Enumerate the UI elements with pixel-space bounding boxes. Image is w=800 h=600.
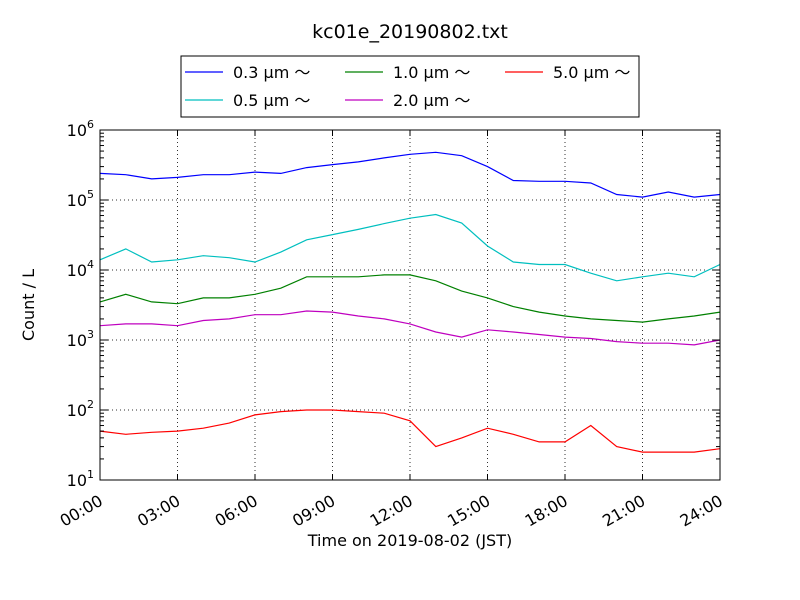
series-line <box>99 274 721 323</box>
series-line <box>99 151 721 198</box>
legend-label: 1.0 μm ～ <box>393 63 470 82</box>
x-axis-label: Time on 2019-08-02 (JST) <box>307 531 512 550</box>
grid-lines <box>100 130 720 480</box>
y-tick-label: 104 <box>67 258 94 280</box>
x-tick-label: 15:00 <box>444 491 493 531</box>
x-tick-label: 06:00 <box>212 491 261 531</box>
y-tick-labels: 101 102 103 104 105 106 <box>67 118 94 490</box>
legend-label: 0.3 μm ～ <box>233 63 310 82</box>
legend: 0.3 μm ～ 0.5 μm ～ 1.0 μm ～ 2.0 μm ～ 5.0 μm ～ <box>180 55 640 118</box>
y-tick-label: 102 <box>67 398 94 420</box>
x-tick-label: 21:00 <box>599 491 648 531</box>
x-tick-label: 03:00 <box>134 491 183 531</box>
chart-title: kc01e_20190802.txt <box>312 21 508 43</box>
legend-label: 0.5 μm ～ <box>233 91 310 110</box>
series-line <box>99 409 721 453</box>
series-group <box>99 151 721 453</box>
x-tick-label: 12:00 <box>367 491 416 531</box>
legend-label: 2.0 μm ～ <box>393 91 470 110</box>
y-tick-label: 103 <box>67 328 94 350</box>
series-line <box>99 310 721 346</box>
y-tick-label: 105 <box>67 188 94 210</box>
legend-label: 5.0 μm ～ <box>553 63 630 82</box>
series-line <box>99 213 721 282</box>
x-tick-label: 09:00 <box>289 491 338 531</box>
x-tick-label: 00:00 <box>57 491 106 531</box>
y-axis-label: Count / L <box>19 269 38 341</box>
x-tick-labels: 00:00 03:00 06:00 09:00 12:00 15:00 18:00 21:00… <box>57 491 726 531</box>
x-tick-label: 24:00 <box>677 491 726 531</box>
tick-marks <box>99 129 721 481</box>
x-tick-label: 18:00 <box>522 491 571 531</box>
legend-box <box>180 55 640 118</box>
y-tick-label: 106 <box>67 118 94 140</box>
y-tick-label: 101 <box>67 468 94 490</box>
